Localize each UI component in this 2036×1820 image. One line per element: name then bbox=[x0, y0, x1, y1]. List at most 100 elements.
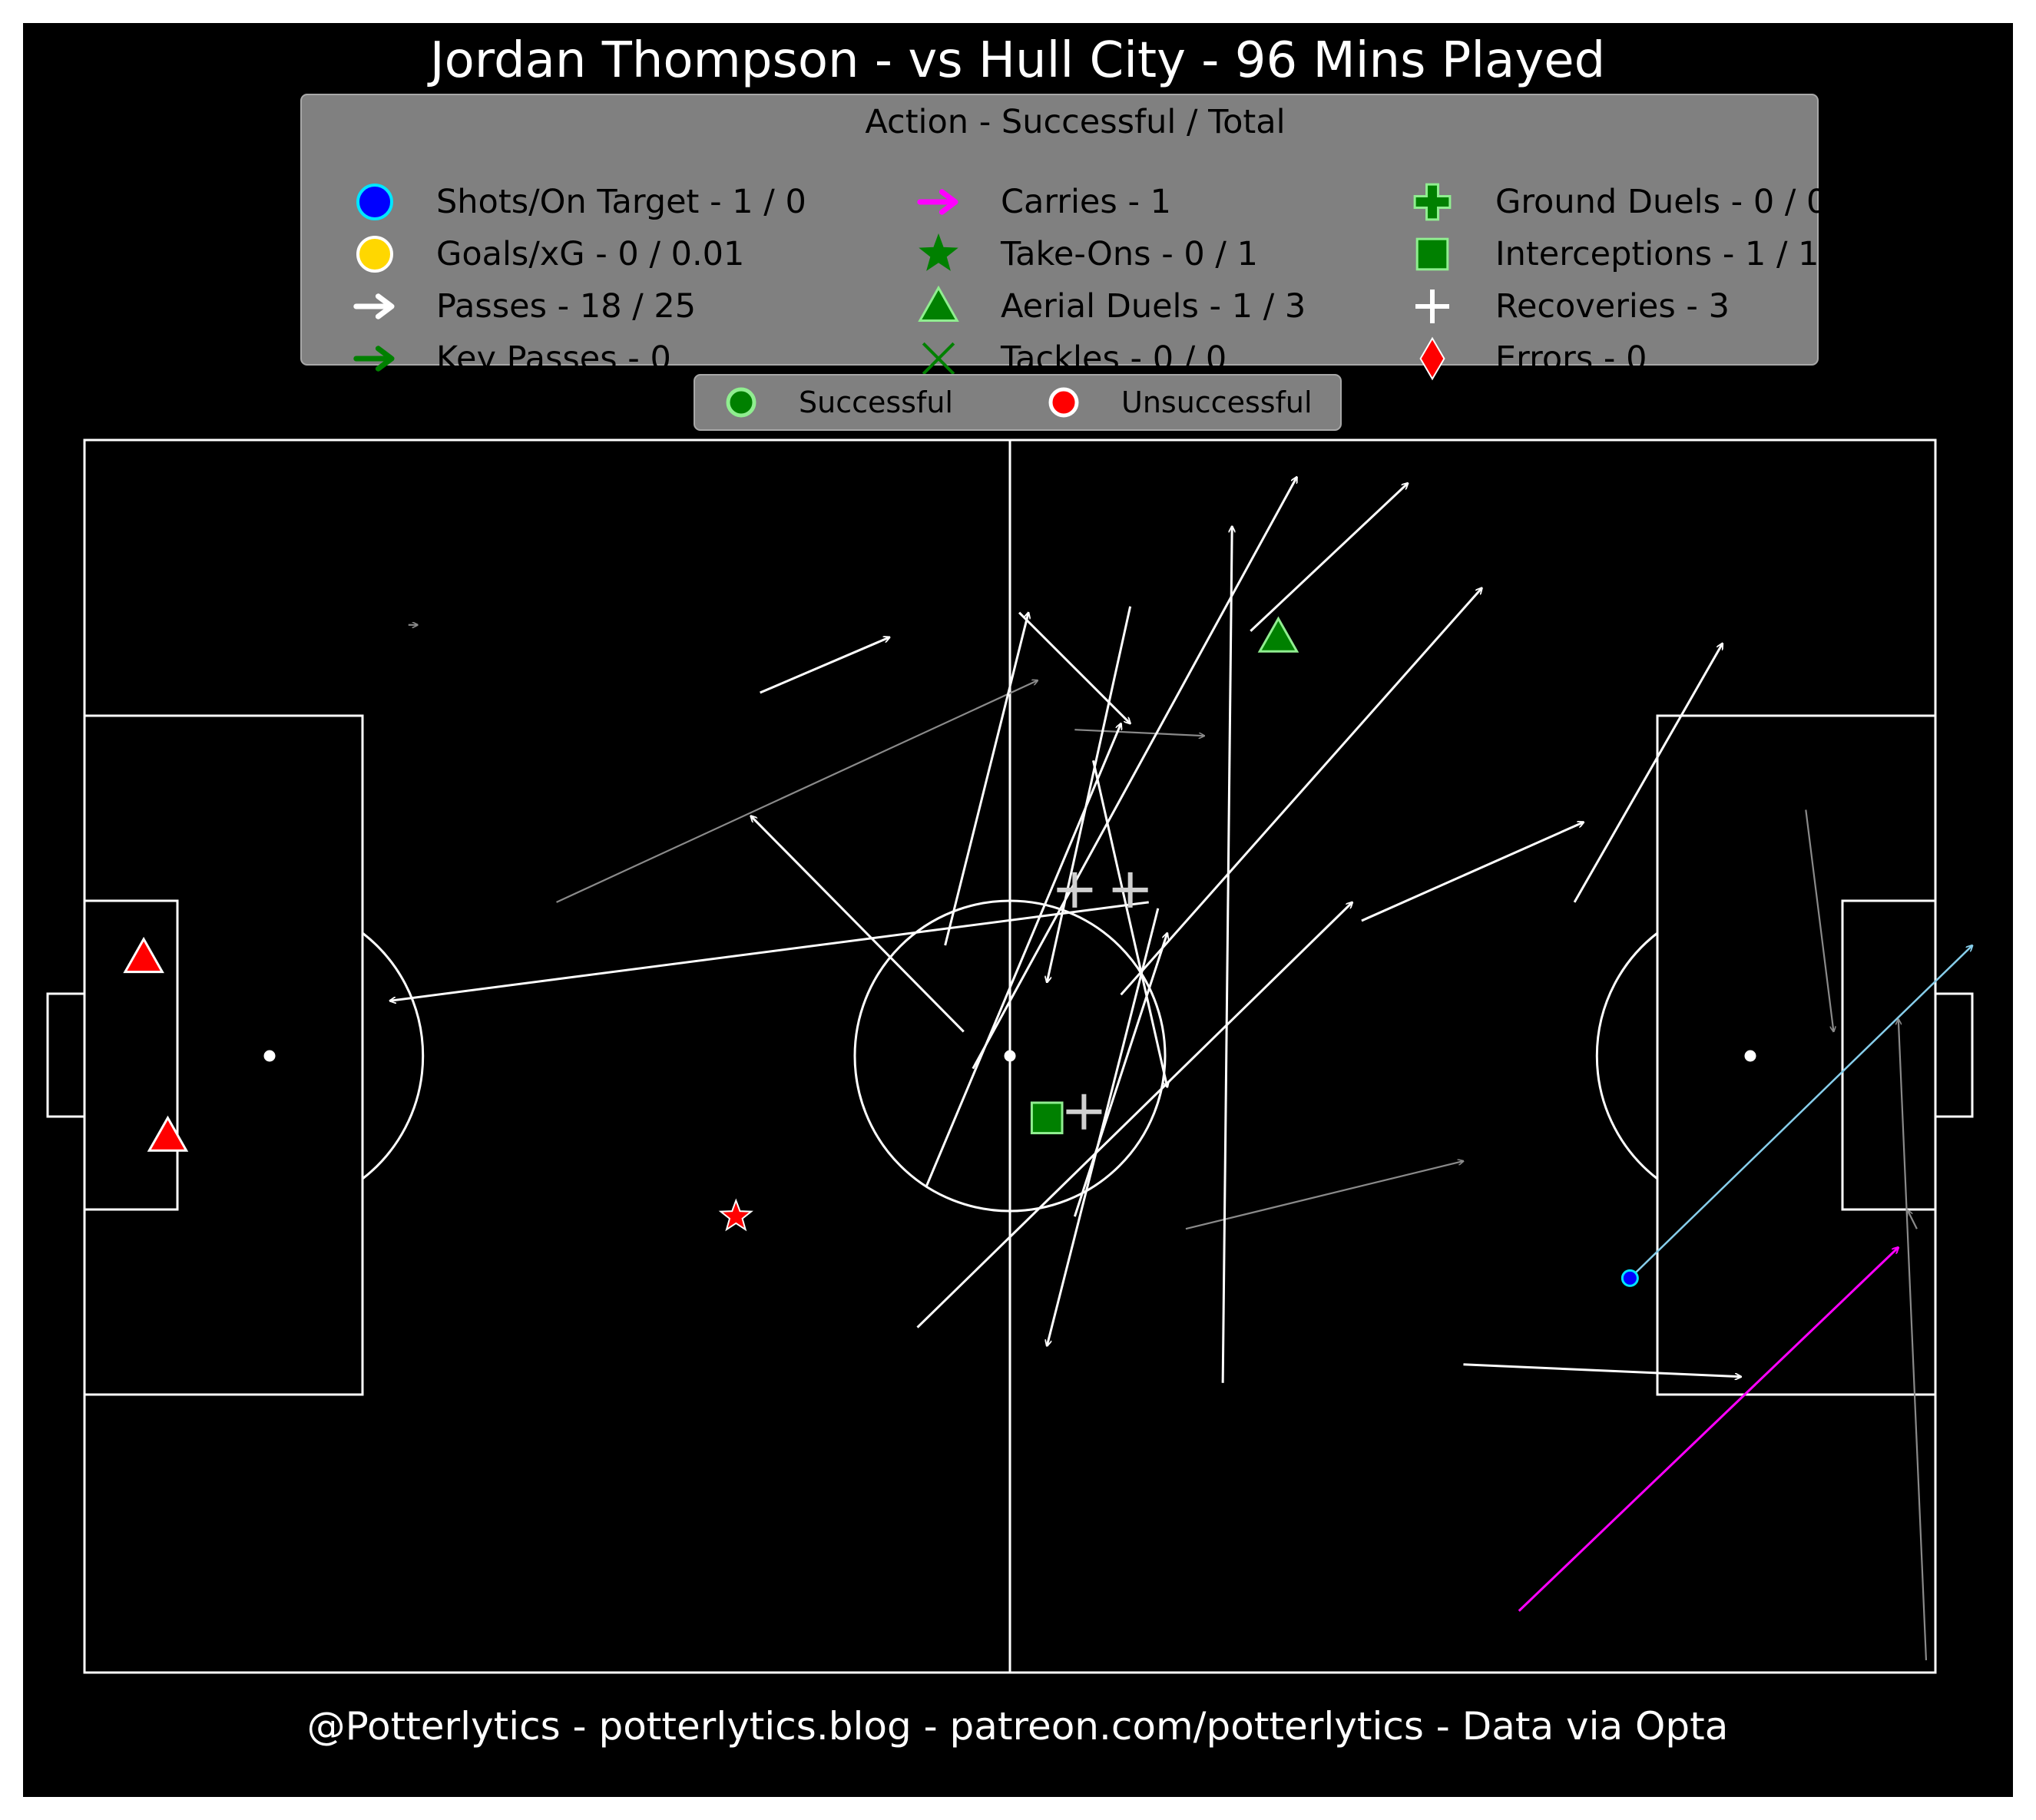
legend-items: Shots/On Target - 1 / 0 Goals/xG - 0 / 0.… bbox=[353, 183, 1827, 381]
shot-trajectory bbox=[1629, 945, 1972, 1279]
pass-successful-arrow bbox=[1120, 588, 1482, 996]
legend-entry: Ground Duels - 0 / 0 bbox=[1413, 183, 1827, 221]
pass-successful-arrow bbox=[1091, 759, 1167, 1087]
legend-marker-circle bbox=[356, 236, 393, 273]
passes-unsuccessful-layer bbox=[408, 625, 1928, 1660]
pass-successful-arrow bbox=[1250, 483, 1408, 632]
legend-entry: Tackles - 0 / 0 bbox=[922, 339, 1227, 378]
pass-unsuccessful-arrow bbox=[556, 680, 1038, 903]
pass-successful-arrow bbox=[916, 902, 1352, 1329]
legend: Action - Successful / Total Shots/On Tar… bbox=[300, 94, 1827, 381]
pass-successful-arrow bbox=[1463, 1363, 1741, 1377]
outcome-successful-marker bbox=[726, 387, 756, 418]
carries-layer bbox=[1518, 1247, 1899, 1612]
chart-title: Jordan Thompson - vs Hull City - 96 Mins… bbox=[427, 32, 1605, 89]
legend-marker-x bbox=[922, 342, 955, 376]
recovery-marker bbox=[1112, 872, 1148, 908]
pass-unsuccessful-arrow bbox=[1899, 1019, 1928, 1660]
legend-entry: Shots/On Target - 1 / 0 bbox=[356, 183, 806, 221]
shot-marker bbox=[1621, 1269, 1639, 1287]
legend-label: Aerial Duels - 1 / 3 bbox=[1001, 287, 1306, 326]
legend-label: Tackles - 0 / 0 bbox=[1000, 339, 1227, 378]
legend-label: Carries - 1 bbox=[1001, 183, 1171, 221]
markers-layer bbox=[123, 616, 1299, 1232]
legend-marker-arrow bbox=[353, 346, 395, 372]
pass-successful-arrow bbox=[1073, 933, 1167, 1217]
legend-box bbox=[300, 94, 1819, 366]
interception-marker bbox=[1030, 1101, 1064, 1135]
outcome-successful-label: Successful bbox=[799, 386, 953, 419]
take-on-marker bbox=[718, 1198, 753, 1232]
legend-label: Interceptions - 1 / 1 bbox=[1495, 235, 1819, 273]
aerial-duel-marker bbox=[147, 1115, 189, 1152]
legend-marker-arrow bbox=[353, 293, 395, 319]
outcome-unsuccessful: Unsuccessful bbox=[1048, 386, 1313, 419]
pass-successful-arrow bbox=[925, 723, 1121, 1186]
legend-entry: Take-Ons - 0 / 1 bbox=[919, 233, 1258, 273]
legend-label: Key Passes - 0 bbox=[436, 339, 671, 378]
centre-circle bbox=[853, 899, 1167, 1213]
pass-unsuccessful-arrow bbox=[1074, 729, 1204, 736]
pitch bbox=[46, 438, 1974, 1674]
right-six-yard-box bbox=[1841, 899, 1937, 1211]
legend-marker-plus bbox=[1415, 290, 1449, 323]
centre-spot bbox=[1004, 1050, 1016, 1062]
aerial-duel-marker bbox=[1257, 616, 1299, 653]
right-penalty-arc bbox=[1595, 932, 1658, 1180]
legend-marker-square bbox=[1415, 237, 1449, 271]
chart-svg: Jordan Thompson - vs Hull City - 96 Mins… bbox=[46, 32, 2013, 1749]
legend-marker-circle bbox=[356, 184, 393, 220]
legend-label: Recoveries - 3 bbox=[1495, 287, 1730, 326]
pass-successful-arrow bbox=[972, 477, 1297, 1070]
legend-marker-diamond bbox=[1419, 336, 1445, 381]
figure-background: Jordan Thompson - vs Hull City - 96 Mins… bbox=[23, 23, 2013, 1797]
pass-unsuccessful-arrow bbox=[1185, 1161, 1464, 1230]
pass-successful-arrow bbox=[944, 613, 1028, 946]
carry-arrow bbox=[1518, 1247, 1899, 1612]
outcome-legend: Successful Unsuccessful bbox=[694, 374, 1342, 431]
legend-marker-plus-thick bbox=[1413, 183, 1452, 221]
legend-entry: Errors - 0 bbox=[1419, 336, 1647, 381]
outcome-unsuccessful-marker bbox=[1048, 387, 1079, 418]
legend-label: Passes - 18 / 25 bbox=[436, 287, 696, 326]
right-penalty-box bbox=[1656, 714, 1937, 1396]
pass-successful-arrow bbox=[1361, 822, 1584, 922]
outcome-unsuccessful-label: Unsuccessful bbox=[1121, 386, 1313, 419]
pass-unsuccessful-arrow bbox=[1908, 1210, 1918, 1229]
pass-successful-arrow bbox=[1047, 908, 1160, 1346]
legend-label: Shots/On Target - 1 / 0 bbox=[436, 183, 806, 221]
legend-entry: Carries - 1 bbox=[917, 183, 1171, 221]
recovery-marker bbox=[1057, 872, 1093, 908]
chart-footer: @Potterlytics - potterlytics.blog - patr… bbox=[307, 1704, 1729, 1749]
shots-layer bbox=[1621, 945, 1972, 1287]
legend-entry: Recoveries - 3 bbox=[1415, 287, 1730, 326]
pass-successful-arrow bbox=[760, 637, 890, 694]
pass-successful-arrow bbox=[1221, 526, 1232, 1383]
left-penalty-spot bbox=[263, 1050, 276, 1062]
pass-unsuccessful-arrow bbox=[1805, 809, 1833, 1032]
legend-label: Ground Duels - 0 / 0 bbox=[1495, 183, 1827, 221]
legend-entry: Key Passes - 0 bbox=[353, 339, 671, 378]
legend-label: Goals/xG - 0 / 0.01 bbox=[436, 235, 744, 273]
legend-label: Take-Ons - 0 / 1 bbox=[1000, 235, 1258, 273]
legend-entry: Passes - 18 / 25 bbox=[353, 287, 696, 326]
outcome-legend-box bbox=[694, 374, 1342, 431]
legend-label: Errors - 0 bbox=[1495, 339, 1647, 378]
legend-marker-arrow bbox=[917, 189, 958, 215]
legend-marker-triangle bbox=[918, 285, 959, 322]
legend-entry: Aerial Duels - 1 / 3 bbox=[918, 285, 1306, 326]
recovery-marker bbox=[1066, 1094, 1102, 1130]
left-penalty-box bbox=[83, 714, 364, 1396]
right-goal bbox=[1934, 992, 1974, 1118]
outcome-successful: Successful bbox=[726, 386, 953, 419]
legend-title: Action - Successful / Total bbox=[865, 103, 1285, 141]
pass-successful-arrow bbox=[1047, 606, 1132, 983]
legend-entry: Interceptions - 1 / 1 bbox=[1415, 235, 1819, 273]
pass-successful-arrow bbox=[390, 901, 1149, 1001]
legend-entry: Goals/xG - 0 / 0.01 bbox=[356, 235, 744, 273]
pass-successful-arrow bbox=[751, 816, 965, 1033]
left-six-yard-box bbox=[83, 899, 179, 1211]
pass-successful-arrow bbox=[1573, 644, 1723, 903]
aerial-duel-marker bbox=[123, 936, 164, 974]
passes-successful-layer bbox=[390, 477, 1741, 1383]
